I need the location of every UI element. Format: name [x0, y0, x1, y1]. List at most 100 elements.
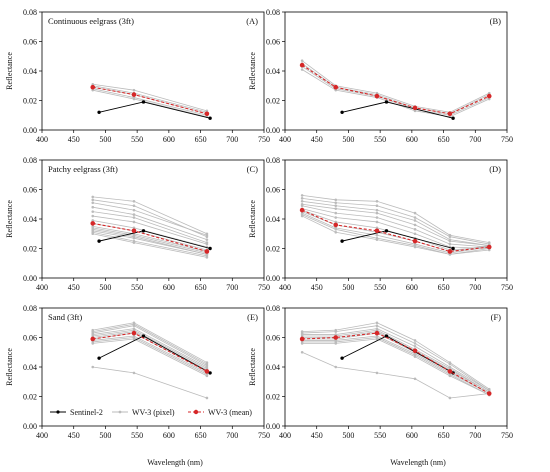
y-tick-label: 0.00	[266, 422, 280, 431]
y-axis-label: Reflectance	[5, 348, 14, 386]
wv3-pixel-point	[132, 216, 136, 219]
panel-letter: (B)	[490, 16, 502, 26]
x-tick-label: 400	[279, 283, 291, 292]
wv3-pixel-point	[375, 324, 379, 328]
wv3-mean-point	[299, 62, 305, 68]
wv3-pixel-point	[300, 68, 304, 71]
wv3-mean-line	[302, 332, 490, 395]
y-tick-label: 0.02	[23, 96, 37, 105]
x-tick-label: 600	[163, 431, 175, 440]
y-tick-label: 0.00	[23, 126, 37, 135]
panel-letter: (A)	[246, 16, 258, 26]
wv3-mean-point	[374, 330, 380, 336]
wv3-pixel-point	[205, 256, 209, 259]
wv3-pixel-point	[91, 198, 95, 202]
wv3-pixel-line	[302, 195, 490, 243]
wv3-pixel-point	[132, 200, 136, 203]
x-tick-label: 650	[438, 135, 450, 144]
legend-swatch-marker	[193, 409, 199, 415]
wv3-pixel-point	[334, 228, 338, 231]
x-tick-label: 600	[406, 283, 418, 292]
x-tick-label: 700	[226, 283, 238, 292]
x-tick-label: 700	[226, 431, 238, 440]
wv3-pixel-point	[91, 214, 95, 218]
x-tick-label: 750	[501, 431, 513, 440]
wv3-mean-point	[204, 111, 210, 117]
panel-C: 400 450 500 550 600 650 700 750 0.00 0.02 0.04 0.06…	[5, 156, 270, 292]
x-tick-label: 400	[279, 135, 291, 144]
x-tick-label: 500	[99, 283, 111, 292]
wv3-pixel-point	[413, 377, 417, 381]
wv3-pixel-point	[300, 214, 304, 218]
wv3-mean-line	[301, 64, 490, 115]
wv3-pixel-point	[300, 197, 304, 200]
panel-title: Patchy eelgrass (3ft)	[48, 164, 118, 174]
legend-item: WV-3 (pixel)	[112, 408, 175, 417]
wv3-mean-point	[486, 93, 492, 99]
wv3-pixel-point	[375, 233, 379, 237]
wv3-pixel-line	[301, 351, 490, 399]
x-tick-label: 550	[374, 431, 386, 440]
y-tick-label: 0.02	[266, 244, 280, 253]
wv3-pixel-point	[375, 220, 379, 224]
legend-label: WV-3 (pixel)	[132, 408, 175, 417]
wv3-pixel-point	[375, 211, 379, 215]
y-tick-label: 0.02	[266, 392, 280, 401]
y-tick-label: 0.00	[23, 422, 37, 431]
wv3-pixel-point	[132, 324, 136, 328]
y-tick-label: 0.00	[266, 274, 280, 283]
y-tick-label: 0.04	[23, 363, 37, 372]
sentinel2-point	[451, 116, 455, 120]
legend-item: Sentinel-2	[50, 408, 103, 417]
y-tick-label: 0.06	[266, 185, 280, 194]
x-tick-label: 550	[374, 283, 386, 292]
x-tick-label: 750	[258, 135, 270, 144]
x-axis-label-right: Wavelength (nm)	[390, 458, 446, 467]
wv3-mean-point	[333, 222, 339, 228]
y-tick-label: 0.06	[266, 333, 280, 342]
x-tick-label: 400	[36, 431, 48, 440]
panel-B: 400 450 500 550 600 650 700 7500.000.020.040.06…	[248, 8, 513, 144]
wv3-pixel-point	[413, 345, 417, 348]
wv3-pixel-line	[302, 329, 490, 393]
x-tick-label: 400	[36, 283, 48, 292]
wv3-pixel-point	[300, 342, 304, 345]
y-tick-label: 0.06	[23, 37, 37, 46]
wv3-mean-point	[90, 221, 96, 226]
x-tick-label: 700	[469, 431, 481, 440]
x-tick-label: 750	[258, 431, 270, 440]
sentinel2-point	[384, 334, 389, 338]
panel-letter: (E)	[247, 312, 258, 322]
wv3-mean-point	[131, 92, 137, 97]
wv3-pixel-point	[375, 216, 379, 219]
wv3-pixel-point	[413, 355, 417, 358]
wv3-mean-line	[301, 209, 490, 253]
wv3-pixel-point	[132, 204, 136, 208]
wv3-pixel-point	[91, 219, 95, 222]
x-tick-label: 450	[311, 135, 323, 144]
legend: Sentinel-2 WV-3 (pixel) WV-3 (mean)	[50, 408, 252, 417]
wv3-pixel-point	[487, 248, 491, 252]
wv3-pixel-point	[375, 204, 379, 208]
y-tick-label: 0.02	[23, 244, 37, 253]
x-tick-label: 650	[438, 283, 450, 292]
wv3-mean-point	[204, 249, 210, 254]
wv3-pixel-point	[375, 238, 379, 241]
wv3-pixel-point	[91, 232, 95, 236]
wv3-pixel-point	[132, 213, 136, 216]
wv3-mean-point	[412, 238, 418, 244]
y-tick-label: 0.00	[23, 274, 37, 283]
x-tick-label: 550	[131, 431, 143, 440]
legend-label: WV-3 (mean)	[208, 408, 252, 417]
wv3-pixel-point	[300, 350, 304, 354]
wv3-pixel-point	[375, 208, 379, 212]
sentinel2-point	[208, 246, 212, 251]
sentinel2-point	[340, 356, 344, 360]
wv3-pixel-point	[487, 97, 491, 101]
wv3-pixel-line	[302, 203, 490, 246]
wv3-pixel-point	[205, 242, 209, 246]
x-tick-label: 600	[406, 135, 418, 144]
legend-swatch-marker	[118, 410, 122, 414]
legend-item: WV-3 (mean)	[188, 408, 252, 417]
